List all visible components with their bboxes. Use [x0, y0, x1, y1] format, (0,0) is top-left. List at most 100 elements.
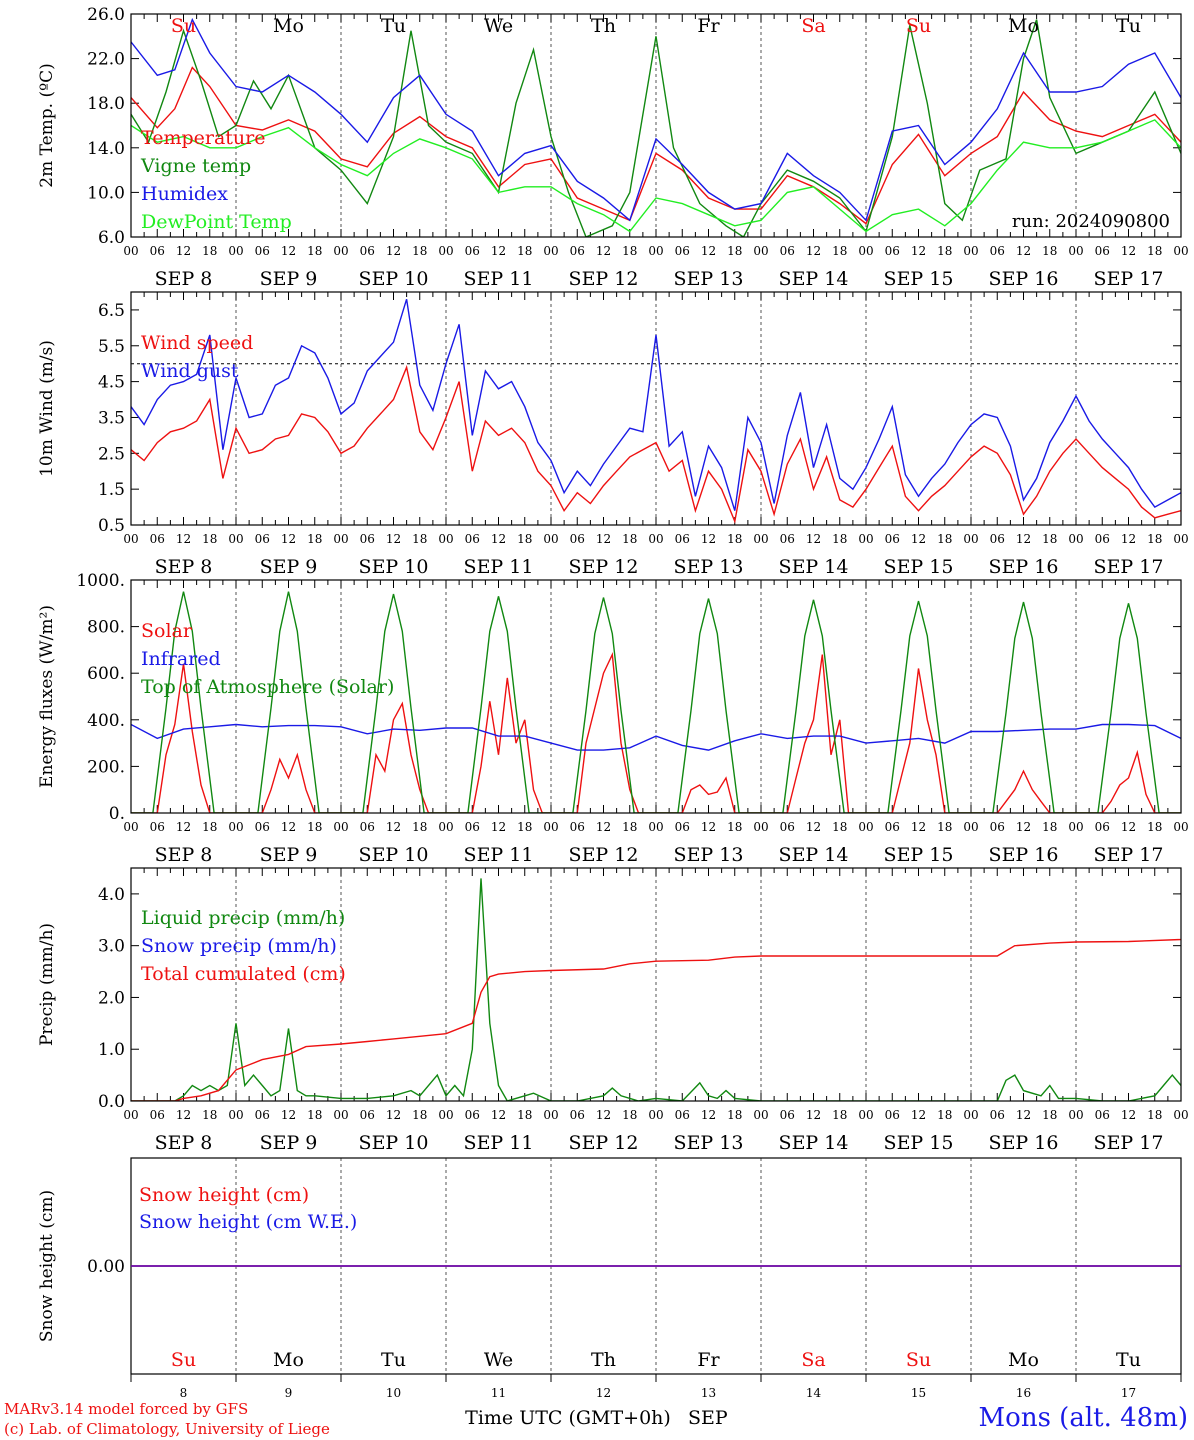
- y-tick-label: 4.5: [98, 373, 125, 393]
- hour-tick-label: 06: [780, 820, 795, 834]
- hour-tick-label: 12: [1016, 1108, 1031, 1122]
- day-name-label: Mo: [1008, 15, 1039, 37]
- date-label: SEP 12: [569, 268, 639, 290]
- hour-tick-label: 18: [517, 532, 532, 546]
- date-label: SEP 10: [359, 556, 429, 578]
- y-tick-label: 800.: [87, 618, 125, 638]
- day-number-label: 10: [386, 1386, 401, 1400]
- hour-tick-label: 12: [596, 820, 611, 834]
- date-label: SEP 12: [569, 1132, 639, 1154]
- hour-tick-label: 12: [701, 1108, 716, 1122]
- hour-tick-label: 00: [228, 1108, 243, 1122]
- hour-tick-label: 06: [990, 1108, 1005, 1122]
- hour-tick-label: 00: [648, 244, 663, 258]
- hour-tick-label: 06: [1095, 244, 1110, 258]
- hour-tick-label: 12: [701, 532, 716, 546]
- hour-tick-label: 06: [150, 1108, 165, 1122]
- hour-tick-label: 00: [963, 532, 978, 546]
- day-name-label: Su: [171, 15, 196, 37]
- hour-tick-label: 18: [1147, 1108, 1162, 1122]
- hour-tick-label: 00: [228, 532, 243, 546]
- hour-tick-label: 18: [202, 244, 217, 258]
- hour-tick-label: 12: [911, 532, 926, 546]
- hour-tick-label: 18: [1042, 820, 1057, 834]
- hour-tick-label: 06: [255, 1108, 270, 1122]
- day-number-label: 11: [491, 1386, 506, 1400]
- legend-entry: Vigne temp: [140, 155, 251, 177]
- date-label: SEP 16: [989, 844, 1059, 866]
- date-label: SEP 14: [779, 268, 849, 290]
- hour-tick-label: 00: [963, 820, 978, 834]
- day-number-label: 15: [911, 1386, 926, 1400]
- hour-tick-label: 18: [412, 1108, 427, 1122]
- hour-tick-label: 00: [543, 532, 558, 546]
- hour-tick-label: 00: [123, 1108, 138, 1122]
- hour-tick-label: 18: [202, 1108, 217, 1122]
- y-tick-label: 1000.: [76, 571, 125, 591]
- hour-tick-label: 06: [885, 820, 900, 834]
- day-name-label: Mo: [273, 1349, 304, 1371]
- hour-tick-label: 06: [990, 244, 1005, 258]
- y-tick-label: 2.5: [98, 444, 125, 464]
- day-name-label: We: [484, 15, 513, 37]
- hour-tick-label: 12: [1121, 244, 1136, 258]
- hour-tick-label: 12: [911, 820, 926, 834]
- hour-tick-label: 18: [832, 1108, 847, 1122]
- hour-tick-label: 12: [701, 244, 716, 258]
- series-line: [131, 938, 1181, 1101]
- y-axis-title: Energy fluxes (W/m²): [37, 605, 57, 788]
- hour-tick-label: 18: [1147, 244, 1162, 258]
- series-line: [131, 19, 1181, 237]
- hour-tick-label: 12: [491, 244, 506, 258]
- hour-tick-label: 00: [648, 532, 663, 546]
- plot-frame: [130, 579, 1182, 814]
- hour-tick-label: 18: [727, 1108, 742, 1122]
- hour-tick-label: 18: [622, 820, 637, 834]
- hour-tick-label: 12: [911, 244, 926, 258]
- y-tick-label: 3.0: [98, 937, 125, 957]
- hour-tick-label: 18: [832, 244, 847, 258]
- lab-credit: (c) Lab. of Climatology, University of L…: [4, 1420, 330, 1438]
- hour-tick-label: 12: [491, 1108, 506, 1122]
- series-line: [131, 119, 1181, 233]
- hour-tick-label: 18: [1042, 532, 1057, 546]
- hour-tick-label: 18: [622, 244, 637, 258]
- date-label: SEP 16: [989, 1132, 1059, 1154]
- hour-tick-label: 06: [1095, 532, 1110, 546]
- hour-tick-label: 06: [360, 820, 375, 834]
- hour-tick-label: 06: [465, 1108, 480, 1122]
- hour-tick-label: 18: [202, 532, 217, 546]
- hour-tick-label: 18: [1042, 244, 1057, 258]
- hour-tick-label: 18: [937, 1108, 952, 1122]
- date-label: SEP 15: [884, 556, 954, 578]
- hour-tick-label: 00: [438, 244, 453, 258]
- y-tick-label: 0.00: [87, 1257, 125, 1277]
- y-tick-label: 2.0: [98, 988, 125, 1008]
- date-label: SEP 13: [674, 844, 744, 866]
- hour-tick-label: 00: [858, 244, 873, 258]
- hour-tick-label: 12: [806, 1108, 821, 1122]
- date-label: SEP 14: [779, 844, 849, 866]
- day-name-label: Mo: [1008, 1349, 1039, 1371]
- hour-tick-label: 18: [1147, 532, 1162, 546]
- hour-tick-label: 12: [281, 244, 296, 258]
- y-tick-label: 1.5: [98, 480, 125, 500]
- hour-tick-label: 12: [281, 532, 296, 546]
- hour-tick-label: 06: [570, 532, 585, 546]
- series-line: [131, 723, 1181, 751]
- date-label: SEP 10: [359, 1132, 429, 1154]
- date-label: SEP 11: [464, 268, 534, 290]
- hour-tick-label: 18: [622, 1108, 637, 1122]
- hour-tick-label: 18: [937, 532, 952, 546]
- hour-tick-label: 00: [753, 1108, 768, 1122]
- hour-tick-label: 12: [386, 532, 401, 546]
- hour-tick-label: 06: [360, 532, 375, 546]
- day-name-label: Tu: [381, 1349, 406, 1371]
- hour-tick-label: 00: [1068, 532, 1083, 546]
- day-number-label: 14: [806, 1386, 822, 1400]
- hour-tick-label: 06: [570, 820, 585, 834]
- legend-entry: Wind speed: [141, 332, 253, 354]
- date-label: SEP 10: [359, 268, 429, 290]
- hour-tick-label: 06: [990, 820, 1005, 834]
- hour-tick-label: 12: [176, 244, 191, 258]
